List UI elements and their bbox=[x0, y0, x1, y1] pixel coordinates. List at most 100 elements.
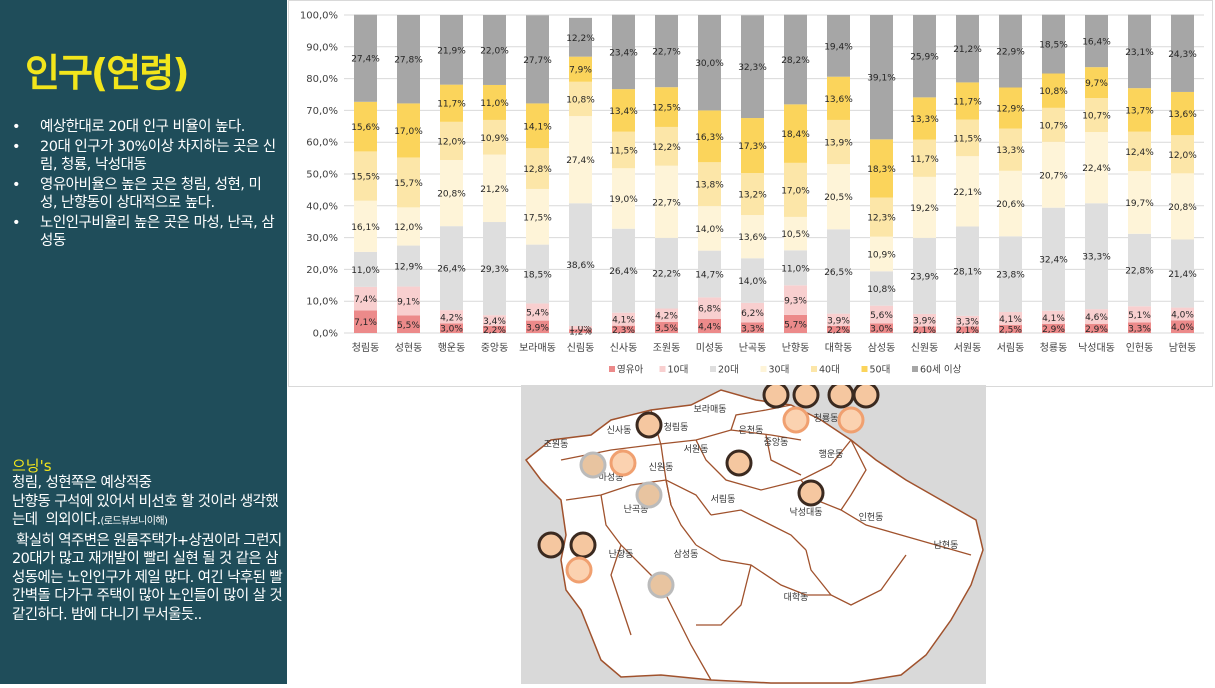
data-label: 4,1% bbox=[999, 315, 1022, 325]
data-label: 9,1% bbox=[397, 298, 420, 308]
left-panel: 인구(연령) 예상한대로 20대 인구 비율이 높다. 20대 인구가 30%이… bbox=[0, 0, 287, 684]
data-label: 11,5% bbox=[953, 134, 982, 144]
data-label: 19,4% bbox=[824, 42, 853, 52]
bar-segment bbox=[999, 236, 1022, 313]
data-label: 10,8% bbox=[566, 95, 595, 105]
bar-segment bbox=[1042, 14, 1065, 74]
bullet-item: 예상한대로 20대 인구 비율이 높다. bbox=[12, 118, 277, 136]
bar-segment bbox=[827, 164, 850, 230]
map-district-label: 행운동 bbox=[819, 448, 844, 460]
data-label: 3,3% bbox=[1128, 324, 1151, 334]
data-label: 5,5% bbox=[397, 321, 420, 331]
x-tick-label: 성현동 bbox=[395, 342, 423, 354]
bar-segment bbox=[397, 315, 420, 333]
person-icon bbox=[782, 406, 810, 434]
data-label: 9,7% bbox=[1085, 79, 1108, 89]
legend-swatch bbox=[710, 366, 716, 372]
data-label: 17,0% bbox=[781, 186, 810, 196]
data-label: 14,1% bbox=[523, 122, 552, 132]
data-label: 15,5% bbox=[351, 173, 380, 183]
data-label: 13,6% bbox=[1168, 110, 1197, 120]
bar-segment bbox=[354, 200, 377, 252]
data-label: 26,4% bbox=[437, 265, 466, 275]
data-label: 12,0% bbox=[437, 137, 466, 147]
map-district-label: 보라매동 bbox=[693, 404, 726, 415]
bar-segment bbox=[956, 15, 979, 83]
data-label: 11,7% bbox=[953, 98, 982, 108]
data-label: 22,7% bbox=[652, 198, 681, 208]
person-icon bbox=[635, 411, 663, 439]
bar-segment bbox=[612, 228, 635, 313]
bar-segment bbox=[827, 229, 850, 314]
data-label: 22,9% bbox=[996, 48, 1025, 58]
legend-swatch bbox=[861, 366, 868, 372]
data-label: 22,7% bbox=[652, 48, 681, 58]
y-tick-label: 90,0% bbox=[306, 42, 338, 53]
x-tick-label: 서림동 bbox=[997, 342, 1025, 354]
bar-segment bbox=[612, 325, 635, 333]
data-label: 17,3% bbox=[738, 142, 767, 152]
bar-segment bbox=[397, 15, 420, 104]
bar-segment bbox=[483, 119, 506, 155]
bar-segment bbox=[1171, 320, 1194, 333]
bar-segment bbox=[440, 121, 463, 161]
district-map: 보라매동 신사동 은천동 청림동 조원동 중앙동 청룡동 서원동 행운동 신원동 마성동 서림동 난곡동… bbox=[521, 381, 986, 684]
bar-segment bbox=[784, 250, 807, 286]
data-label: 10,9% bbox=[480, 134, 509, 144]
y-tick-label: 30,0% bbox=[306, 233, 338, 244]
bar-segment bbox=[483, 154, 506, 223]
legend-label: 20대 bbox=[718, 365, 739, 376]
bar-segment bbox=[741, 173, 764, 216]
data-label: 3,3% bbox=[741, 324, 764, 334]
bar-segment bbox=[655, 165, 678, 238]
person-icon bbox=[827, 381, 855, 409]
bar-segment bbox=[741, 15, 764, 119]
data-label: 10,8% bbox=[867, 285, 896, 295]
bar-segment bbox=[354, 151, 377, 201]
bar-segment bbox=[354, 14, 377, 102]
x-tick-label: 인헌동 bbox=[1126, 342, 1154, 354]
bar-segment bbox=[784, 104, 807, 163]
data-label: 10,9% bbox=[867, 250, 896, 260]
map-district-label: 조원동 bbox=[544, 439, 569, 450]
data-label: 30,0% bbox=[695, 59, 724, 69]
data-label: 2,2% bbox=[483, 326, 506, 336]
x-tick-label: 신원동 bbox=[911, 342, 939, 354]
bar-segment bbox=[870, 271, 893, 306]
bar-segment bbox=[397, 245, 420, 287]
bar-segment bbox=[569, 81, 592, 117]
person-icon bbox=[792, 381, 820, 409]
data-label: 24,3% bbox=[1168, 50, 1197, 60]
bar-segment bbox=[827, 15, 850, 77]
map-district-label: 인헌동 bbox=[859, 512, 884, 523]
bar-segment bbox=[1085, 309, 1108, 324]
person-icon bbox=[852, 381, 880, 409]
bar-segment bbox=[612, 312, 635, 326]
bar-segment bbox=[1128, 306, 1151, 323]
data-label: 39,1% bbox=[867, 74, 896, 84]
data-label: 19,7% bbox=[1125, 199, 1154, 209]
bar-segment bbox=[827, 313, 850, 327]
data-label: 11,5% bbox=[609, 146, 638, 156]
data-label: 7,4% bbox=[354, 295, 377, 305]
data-label: 21,2% bbox=[953, 45, 982, 55]
data-label: 27,7% bbox=[523, 56, 552, 66]
comment-line: 난향동 구석에 있어서 비선호 할 것이라 생각했는데 의외이다. bbox=[12, 493, 279, 529]
bar-segment bbox=[698, 297, 721, 320]
x-tick-label: 낙성대동 bbox=[1078, 342, 1115, 354]
bar-segment bbox=[1171, 307, 1194, 321]
comment-line: 확실히 역주변은 원룸주택가+상권이라 그런지 20대가 많고 재개발이 빨리 … bbox=[12, 532, 287, 623]
map-district-label: 마성동 bbox=[599, 472, 624, 483]
data-label: 13,6% bbox=[738, 233, 767, 243]
data-label: 23,4% bbox=[609, 48, 638, 58]
map-district-label: 서림동 bbox=[711, 493, 736, 505]
data-label: 32,3% bbox=[738, 63, 767, 73]
data-label: 3,9% bbox=[913, 317, 936, 327]
bullet-item: 20대 인구가 30%이상 차지하는 곳은 신림, 청룡, 낙성대동 bbox=[12, 138, 277, 174]
y-tick-label: 40,0% bbox=[306, 201, 338, 212]
data-label: 12,8% bbox=[523, 165, 552, 175]
bar-segment bbox=[655, 15, 678, 88]
bar-segment bbox=[655, 237, 678, 309]
bar-segment bbox=[913, 326, 936, 333]
bar-segment bbox=[1128, 88, 1151, 132]
